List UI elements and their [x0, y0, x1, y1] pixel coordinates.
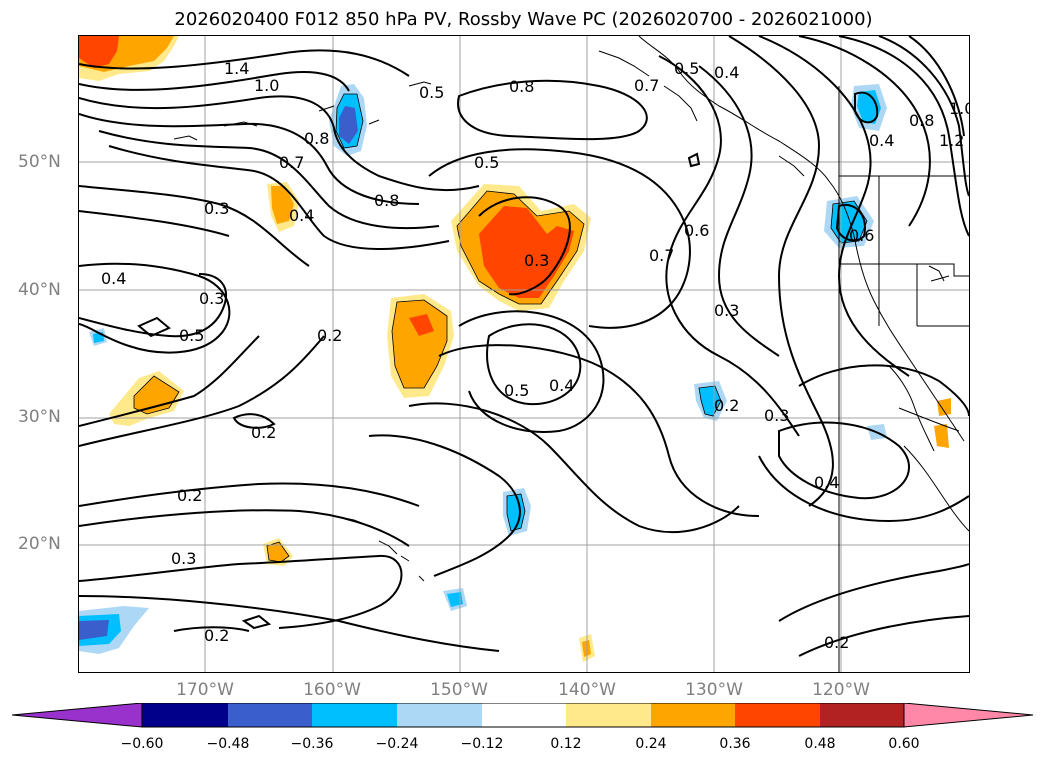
contour-label: 0.4	[101, 269, 126, 288]
contour-label: 0.4	[714, 63, 739, 82]
colorbar-tick-label: 0.24	[635, 736, 667, 752]
lat-label: 50°N	[18, 152, 61, 172]
lon-label: 160°W	[303, 680, 361, 700]
contour-label: 0.3	[524, 251, 549, 270]
lon-label: 130°W	[685, 680, 743, 700]
lon-label: 150°W	[430, 680, 488, 700]
colorbar-tick-label: −0.60	[120, 736, 164, 752]
contour-label: 0.7	[649, 246, 674, 265]
contour-label: 0.2	[177, 486, 202, 505]
contour-label: 0.2	[251, 423, 276, 442]
colorbar-tick-label: −0.12	[460, 736, 504, 752]
lat-label: 40°N	[18, 280, 61, 300]
colorbar-segment	[312, 703, 397, 727]
contour-label: 0.2	[824, 633, 849, 652]
colorbar-tick-label: 0.36	[719, 736, 751, 752]
contour-label: 0.8	[304, 129, 329, 148]
colorbar-segment	[566, 703, 651, 727]
contour-label: 0.5	[474, 153, 499, 172]
contour-label: 0.6	[684, 221, 709, 240]
colorbar-segment	[142, 703, 228, 727]
lon-label: 120°W	[812, 680, 870, 700]
colorbar-tick-label: 0.48	[804, 736, 836, 752]
colorbar-tick-label: 0.12	[550, 736, 582, 752]
contour-label: 0.4	[549, 376, 574, 395]
contour-label: 0.3	[714, 301, 739, 320]
contour-label: 0.2	[317, 326, 342, 345]
contour-label: 0.5	[504, 381, 529, 400]
shade-outlines	[133, 93, 868, 563]
contour-label: 1.0	[254, 76, 279, 95]
lon-label: 170°W	[176, 680, 234, 700]
contour-label: 0.2	[714, 396, 739, 415]
pv-contours	[79, 36, 969, 657]
contour-label: 0.8	[909, 111, 934, 130]
colorbar-segment	[397, 703, 482, 727]
contour-label: 0.4	[289, 206, 314, 225]
colorbar-segment	[228, 703, 312, 727]
contour-label: 0.8	[509, 77, 534, 96]
contour-label: 0.2	[204, 626, 229, 645]
lat-label: 30°N	[18, 407, 61, 427]
colorbar-tick-label: −0.24	[375, 736, 419, 752]
contour-label: 0.5	[419, 83, 444, 102]
lat-label: 20°N	[18, 534, 61, 554]
contour-labels: 1.4 1.0 0.5 0.4 0.7 0.5 0.8 0.8 0.7 0.5 …	[101, 59, 969, 652]
contour-label: 0.6	[849, 226, 874, 245]
colorbar-segment	[735, 703, 820, 727]
contour-label: 0.5	[674, 59, 699, 78]
colorbar-segment	[820, 703, 904, 727]
colorbar	[12, 703, 1034, 728]
contour-label: 1.2	[939, 131, 964, 150]
colorbar-tick-label: −0.48	[206, 736, 250, 752]
contour-label: 0.3	[204, 199, 229, 218]
contour-label: 0.8	[374, 191, 399, 210]
lon-label: 140°W	[558, 680, 616, 700]
colorbar-segment	[651, 703, 735, 727]
contour-label: 1.4	[224, 59, 249, 78]
colorbar-segment	[482, 703, 566, 727]
contour-label: 0.5	[179, 326, 204, 345]
graticule	[79, 36, 969, 672]
coastlines	[173, 36, 969, 672]
colorbar-arrow-left	[12, 703, 143, 728]
map-title: 2026020400 F012 850 hPa PV, Rossby Wave …	[174, 9, 873, 30]
contour-label: 0.7	[279, 153, 304, 172]
contour-label: 0.4	[814, 473, 839, 492]
contour-label: 0.3	[764, 406, 789, 425]
colorbar-arrow-right	[903, 703, 1034, 728]
contour-label: 0.7	[634, 76, 659, 95]
contour-label: 0.3	[199, 289, 224, 308]
colorbar-tick-label: 0.60	[888, 736, 920, 752]
contour-label: 1.0	[949, 99, 969, 118]
map-area: 1.4 1.0 0.5 0.4 0.7 0.5 0.8 0.8 0.7 0.5 …	[79, 36, 969, 672]
map-canvas: 1.4 1.0 0.5 0.4 0.7 0.5 0.8 0.8 0.7 0.5 …	[79, 36, 969, 672]
contour-label: 0.3	[171, 549, 196, 568]
contour-label: 0.4	[869, 131, 894, 150]
shaded-regions	[79, 36, 951, 662]
colorbar-tick-label: −0.36	[290, 736, 334, 752]
